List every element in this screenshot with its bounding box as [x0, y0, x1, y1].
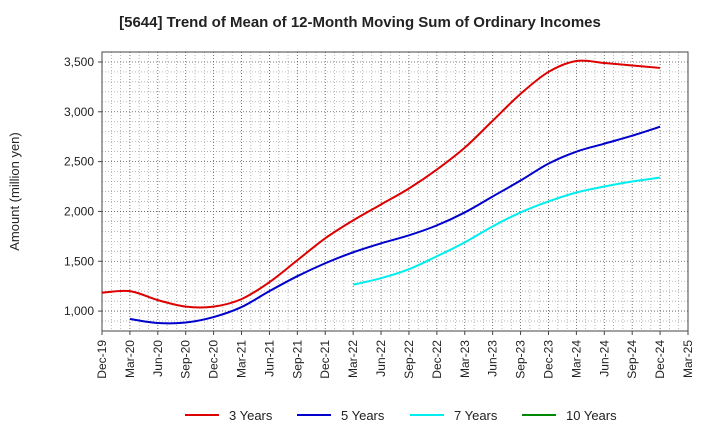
x-tick-label: Sep-24: [625, 340, 639, 379]
x-tick-label: Mar-20: [123, 340, 137, 378]
series-line-3-years: [101, 59, 661, 309]
x-tick-label: Jun-22: [374, 340, 388, 377]
legend-label-3-years: 3 Years: [229, 407, 273, 423]
x-tick-label: Sep-22: [402, 340, 416, 379]
legend-item-7-years: 7 Years: [410, 404, 497, 426]
legend-item-10-years: 10 Years: [522, 404, 617, 426]
legend-label-10-years: 10 Years: [566, 407, 617, 423]
y-tick-label: 3,000: [64, 105, 94, 119]
legend-swatch-10-years: [522, 414, 556, 416]
y-axis-label: Amount (million yen): [7, 132, 22, 251]
series-line-7-years: [352, 176, 661, 286]
y-tick-label: 2,000: [64, 204, 94, 218]
x-tick-label: Jun-24: [597, 340, 611, 377]
x-tick-label: Dec-20: [207, 340, 221, 379]
legend-label-7-years: 7 Years: [454, 407, 498, 423]
x-tick-label: Mar-24: [569, 340, 583, 378]
x-tick-label: Dec-24: [653, 340, 667, 379]
legend-swatch-5-years: [297, 414, 331, 416]
x-tick-label: Sep-23: [514, 340, 528, 379]
y-tick-label: 3,500: [64, 55, 94, 69]
legend-item-3-years: 3 Years: [185, 404, 272, 426]
y-tick-label: 1,500: [64, 254, 94, 268]
legend-item-5-years: 5 Years: [297, 404, 384, 426]
x-tick-label: Jun-23: [486, 340, 500, 377]
x-tick-label: Dec-23: [541, 340, 555, 379]
x-tick-label: Mar-25: [681, 340, 695, 378]
x-tick-label: Dec-22: [430, 340, 444, 379]
x-tick-label: Mar-21: [235, 340, 249, 378]
x-tick-label: Dec-19: [95, 340, 109, 379]
x-tick-label: Dec-21: [318, 340, 332, 379]
series-line-5-years: [129, 125, 661, 325]
y-tick-label: 1,000: [64, 304, 94, 318]
plot-frame: [101, 51, 689, 332]
x-tick-label: Mar-23: [458, 340, 472, 378]
x-tick-label: Jun-20: [151, 340, 165, 377]
legend-label-5-years: 5 Years: [341, 407, 385, 423]
x-tick-label: Jun-21: [262, 340, 276, 377]
y-tick-label: 2,500: [64, 155, 94, 169]
legend-swatch-3-years: [185, 414, 219, 416]
legend-swatch-7-years: [410, 414, 444, 416]
chart-legend: 3 Years 5 Years 7 Years 10 Years: [0, 404, 720, 426]
x-tick-label: Sep-21: [290, 340, 304, 379]
x-tick-label: Sep-20: [179, 340, 193, 379]
chart-title: [5644] Trend of Mean of 12-Month Moving …: [119, 14, 601, 31]
x-tick-label: Mar-22: [346, 340, 360, 378]
